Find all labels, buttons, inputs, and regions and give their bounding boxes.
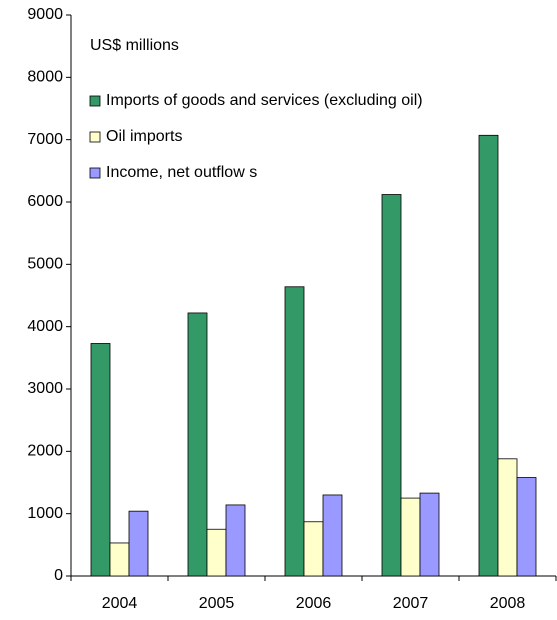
x-tick-label: 2008 (490, 595, 526, 612)
y-tick-label: 4000 (27, 318, 63, 335)
bar (284, 286, 305, 577)
legend-label: Oil imports (106, 128, 182, 145)
x-tick-label: 2004 (102, 595, 138, 612)
legend-swatch (89, 167, 101, 179)
bar (109, 542, 130, 577)
y-tick-label: 5000 (27, 256, 63, 273)
bar (497, 458, 518, 577)
bar (419, 492, 440, 577)
bar (478, 134, 499, 577)
x-tick-label: 2005 (199, 595, 235, 612)
legend-swatch (89, 95, 101, 107)
chart-subtitle: US$ millions (90, 37, 179, 54)
bar (303, 521, 324, 577)
bar (400, 497, 421, 577)
legend-label: Imports of goods and services (excluding… (106, 92, 423, 109)
bar (90, 343, 111, 577)
bar (381, 194, 402, 577)
bar (206, 528, 227, 577)
x-tick-label: 2006 (296, 595, 332, 612)
y-tick-label: 0 (54, 567, 63, 584)
y-tick-label: 2000 (27, 443, 63, 460)
bar (128, 510, 149, 577)
bar (322, 494, 343, 577)
y-tick-label: 6000 (27, 193, 63, 210)
y-tick-label: 1000 (27, 505, 63, 522)
bar (187, 312, 208, 577)
y-tick-label: 7000 (27, 131, 63, 148)
x-tick-label: 2007 (393, 595, 429, 612)
legend-swatch (89, 131, 101, 143)
legend-label: Income, net outflow s (106, 164, 257, 181)
bar (516, 477, 537, 577)
bar (225, 504, 246, 577)
y-tick-label: 9000 (27, 6, 63, 23)
y-tick-label: 8000 (27, 69, 63, 86)
y-tick-label: 3000 (27, 380, 63, 397)
